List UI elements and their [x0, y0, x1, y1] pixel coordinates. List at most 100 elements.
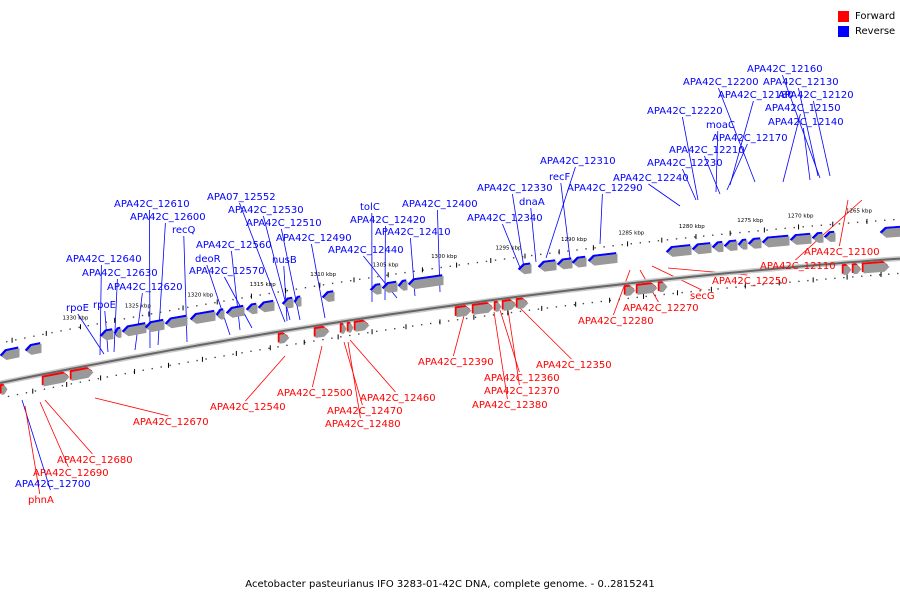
reverse-leader-line	[231, 250, 241, 331]
forward-gene-label: APA42C_12110	[760, 261, 836, 272]
scale-dot	[16, 393, 19, 396]
scale-dot	[159, 311, 162, 313]
scale-dot	[648, 241, 651, 243]
scale-dot	[358, 333, 360, 335]
scale-dot	[286, 344, 288, 347]
reverse-leader-line	[134, 292, 143, 351]
reverse-gene-label: rpoE	[66, 303, 89, 314]
scale-dot	[726, 287, 728, 289]
scale-dot	[712, 234, 714, 236]
reverse-leader-line	[283, 265, 288, 322]
scale-dot	[681, 291, 683, 294]
scale-dot	[847, 222, 850, 224]
scale-dot	[528, 309, 531, 311]
forward-gene-label: secG	[690, 291, 715, 302]
forward-gene-label: APA42C_12350	[536, 360, 612, 371]
scale-dot	[331, 282, 334, 285]
scale-dot	[585, 248, 587, 250]
scale-dot	[893, 218, 895, 221]
reverse-leader-line	[682, 116, 699, 201]
scale-dot	[268, 292, 270, 295]
forward-leader-line	[312, 345, 323, 388]
forward-gene-label: APA42C_12460	[360, 393, 436, 404]
scale-dot	[115, 374, 117, 376]
reverse-gene-label: APA42C_12620	[107, 282, 183, 293]
scale-dot	[368, 277, 370, 279]
forward-gene-arrow-shadow	[279, 334, 290, 344]
scale-dot	[888, 273, 890, 275]
forward-gene-label: APA42C_12390	[418, 357, 494, 368]
scale-dot	[474, 316, 477, 318]
forward-gene-label: APA42C_12500	[277, 388, 353, 399]
scale-dot	[807, 279, 809, 282]
reverse-gene-label: APA42C_12490	[276, 233, 352, 244]
scale-dot	[404, 271, 406, 274]
reverse-gene-label: APA42C_12180	[718, 90, 794, 101]
scale-dot	[645, 295, 647, 298]
reverse-leader-line	[648, 183, 681, 207]
reverse-gene-label: tolC	[360, 202, 380, 213]
scale-dot	[510, 311, 513, 314]
scale-dot	[205, 358, 207, 360]
reverse-gene-arrow-shadow	[881, 227, 900, 238]
reverse-gene-label: rpoE	[93, 300, 116, 311]
reverse-gene-label: APA07_12552	[207, 192, 276, 203]
scale-dot	[458, 264, 461, 266]
forward-leader-line	[24, 405, 41, 495]
reverse-leader-line	[803, 127, 811, 181]
reverse-gene-arrow-shadow	[725, 241, 738, 251]
scale-dot	[784, 227, 786, 230]
scale-dot	[657, 240, 660, 242]
scale-dot	[612, 245, 614, 247]
scale-dot	[717, 288, 719, 290]
scale-dot	[349, 334, 351, 337]
reverse-leader-line	[599, 193, 603, 245]
scale-dot	[123, 318, 126, 320]
scale-dot	[411, 325, 414, 327]
scale-dot	[693, 236, 696, 238]
reverse-gene-label: APA42C_12400	[402, 199, 478, 210]
scale-dot	[331, 337, 333, 339]
forward-gene-label: APA42C_12480	[325, 419, 401, 430]
reverse-gene-arrow-shadow	[813, 233, 824, 243]
forward-swatch	[838, 11, 849, 22]
reverse-leader-line	[99, 264, 102, 356]
reverse-leader-line	[77, 313, 105, 355]
scale-dot	[780, 282, 782, 284]
reverse-leader-line	[224, 276, 253, 329]
scale-dot	[447, 320, 450, 322]
scale-dot	[802, 226, 804, 228]
scale-dot	[88, 379, 91, 382]
scale-dot	[295, 288, 298, 290]
reverse-gene-arrow-shadow	[667, 245, 692, 257]
forward-gene-arrow-shadow	[1, 385, 8, 395]
reverse-gene-arrow-shadow	[1, 348, 20, 360]
scale-dot	[708, 289, 710, 291]
forward-gene-arrow-shadow	[625, 286, 636, 296]
reverse-gene-arrow-shadow	[115, 328, 122, 339]
scale-dot	[603, 246, 605, 248]
scale-dot	[870, 274, 872, 277]
scale-dot	[675, 238, 678, 240]
reverse-gene-arrow-shadow	[295, 297, 302, 307]
scale-dot	[465, 317, 468, 320]
scale-dot	[313, 285, 316, 287]
reverse-gene-arrow-shadow	[26, 343, 42, 355]
scale-dot	[124, 372, 126, 375]
scale-dot	[114, 319, 117, 322]
forward-gene-arrow-shadow	[341, 324, 347, 334]
forward-gene-label: APA42C_12540	[210, 402, 286, 413]
forward-leader-line	[39, 401, 69, 468]
scale-dot	[250, 350, 252, 352]
reverse-gene-label: APA42C_12530	[228, 205, 304, 216]
scale-dot	[820, 224, 823, 226]
scale-label: 1285 kbp	[618, 230, 644, 236]
reverse-gene-label: APA42C_12510	[246, 218, 322, 229]
scale-dot	[277, 291, 279, 293]
reverse-gene-label: APA42C_12170	[712, 133, 788, 144]
reverse-gene-label: APA42C_12120	[778, 90, 854, 101]
reverse-gene-arrow-shadow	[383, 282, 398, 293]
scale-dot	[187, 361, 189, 363]
scale-dot	[150, 313, 153, 315]
